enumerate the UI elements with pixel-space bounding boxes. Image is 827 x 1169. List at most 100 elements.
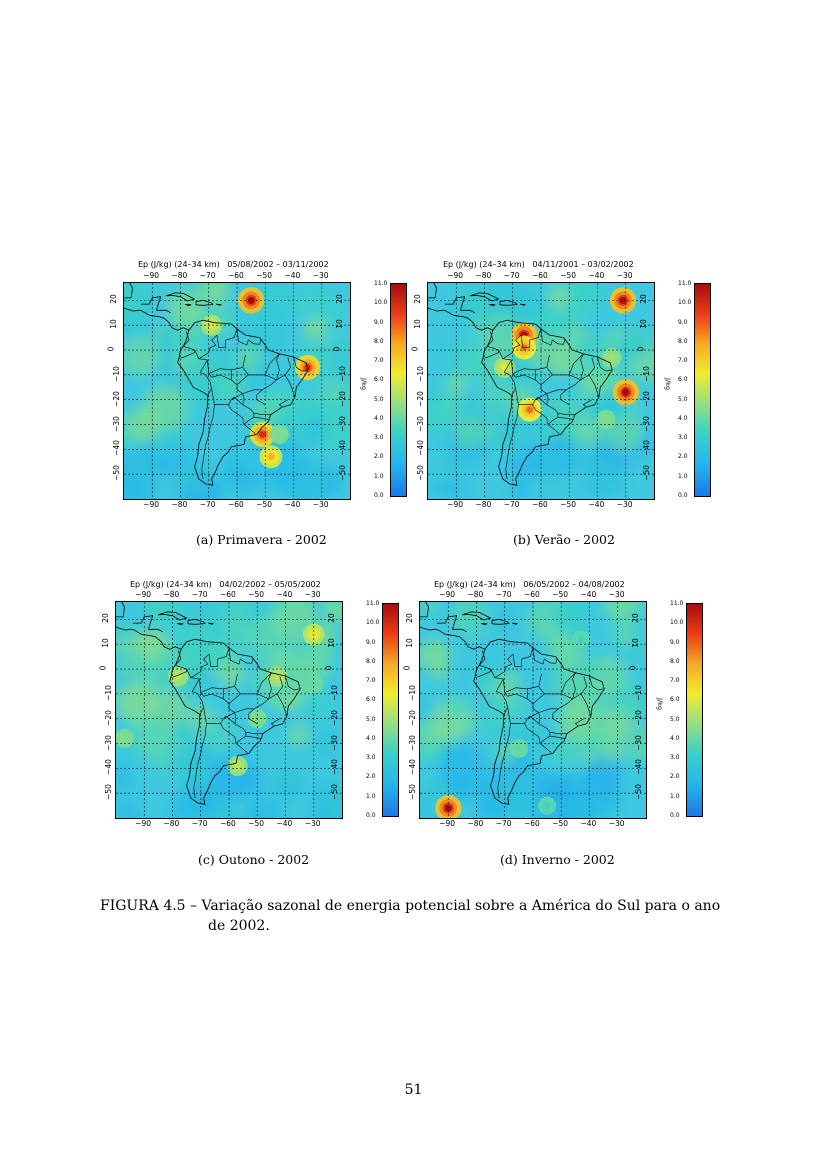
- energy-map: [427, 282, 655, 500]
- lat-tick-left: −40: [111, 440, 121, 457]
- lat-tick-right: −20: [329, 709, 339, 726]
- lon-tick-bottom: −60: [524, 819, 540, 828]
- subfigure-caption: (b) Verão - 2002: [513, 532, 615, 547]
- lon-tick-bottom: −30: [616, 500, 633, 509]
- lat-tick-left: 10: [108, 319, 118, 329]
- colorbar: [694, 283, 711, 497]
- page-number: 51: [404, 1082, 423, 1098]
- lon-tick-top: −60: [220, 590, 236, 599]
- map-canvas: [116, 602, 342, 818]
- colorbar-label: 8.0: [670, 657, 680, 665]
- lon-tick-top: −80: [171, 271, 188, 280]
- lon-tick-top: −70: [199, 271, 216, 280]
- colorbar-label: 4.0: [374, 414, 384, 422]
- map-canvas: [124, 283, 350, 499]
- lat-tick-left: −20: [407, 709, 417, 726]
- lat-tick-left: 20: [412, 294, 422, 305]
- figure-caption-line1: FIGURA 4.5 – Variação sazonal de energia…: [100, 898, 721, 914]
- lon-tick-bottom: −60: [228, 500, 244, 509]
- hotspot: [545, 803, 550, 808]
- lon-tick-top: −90: [135, 590, 152, 599]
- colorbar: [382, 603, 399, 817]
- colorbar-label: 0.0: [374, 492, 384, 499]
- coastlines: [420, 602, 605, 805]
- hotspot: [619, 296, 627, 304]
- lon-tick-bottom: −50: [248, 819, 265, 828]
- lon-tick-top: −30: [608, 590, 625, 599]
- colorbar-label: 0.0: [678, 492, 688, 499]
- graticule: [124, 283, 350, 499]
- lat-tick-right: −20: [337, 390, 347, 407]
- lon-tick-top: −40: [580, 590, 597, 599]
- coastlines: [428, 283, 613, 486]
- field-texture: [420, 602, 646, 818]
- colorbar: [390, 283, 407, 497]
- energy-map: [419, 601, 647, 819]
- hotspot: [516, 746, 522, 751]
- lat-tick-left: −20: [103, 709, 113, 726]
- lat-tick-right: −20: [633, 709, 643, 726]
- lat-tick-left: −20: [415, 390, 425, 407]
- colorbar-label: 5.0: [366, 715, 376, 723]
- colorbar-label: 8.0: [366, 657, 376, 665]
- lon-tick-bottom: −30: [608, 819, 625, 828]
- lon-tick-top: −60: [228, 271, 244, 280]
- lon-tick-top: −90: [447, 271, 464, 280]
- lat-tick-left: −30: [103, 734, 113, 751]
- country-borders: [475, 647, 604, 799]
- lon-tick-bottom: −80: [171, 500, 188, 509]
- map-canvas: [420, 602, 646, 818]
- colorbar-label: 0.0: [670, 812, 680, 819]
- lat-tick-right: −30: [337, 415, 347, 432]
- lon-tick-bottom: −40: [580, 819, 597, 828]
- lat-tick-right: −10: [337, 365, 347, 382]
- lon-tick-bottom: −40: [588, 500, 605, 509]
- lon-tick-bottom: −50: [560, 500, 577, 509]
- colorbar-label: 4.0: [670, 734, 680, 742]
- lat-tick-right: −30: [633, 734, 643, 751]
- colorbar-unit: J/kg: [664, 378, 672, 390]
- colorbar-label: 9.0: [366, 638, 376, 646]
- lon-tick-bottom: −90: [143, 500, 160, 509]
- lat-tick-right: −20: [641, 390, 651, 407]
- country-borders: [171, 647, 300, 799]
- lat-tick-right: −10: [633, 684, 643, 701]
- lat-tick-right: −50: [337, 465, 347, 482]
- hotspot: [122, 736, 127, 741]
- lat-tick-right: −50: [633, 784, 643, 801]
- lat-tick-right: 10: [334, 319, 344, 329]
- colorbar-unit: J/kg: [656, 698, 664, 710]
- lat-tick-left: 0: [402, 665, 412, 671]
- graticule: [428, 283, 654, 499]
- lat-tick-left: −10: [415, 365, 425, 382]
- lat-tick-left: −30: [415, 415, 425, 432]
- lat-tick-left: 20: [100, 613, 110, 624]
- lon-tick-bottom: −90: [135, 819, 152, 828]
- lon-tick-bottom: −90: [439, 819, 456, 828]
- lat-tick-right: 0: [628, 665, 638, 671]
- lat-tick-left: −40: [103, 759, 113, 776]
- lat-tick-left: 10: [404, 638, 414, 648]
- hotspot: [609, 355, 615, 360]
- panel-title: Ep (J/kg) (24–34 km) 04/02/2002 – 05/05/…: [130, 580, 321, 589]
- lat-tick-left: −30: [111, 415, 121, 432]
- lon-tick-top: −50: [552, 590, 569, 599]
- lon-tick-bottom: −40: [276, 819, 293, 828]
- lat-tick-right: 10: [326, 638, 336, 648]
- hotspot: [247, 296, 255, 304]
- map-canvas: [428, 283, 654, 499]
- lat-tick-left: 10: [412, 319, 422, 329]
- lat-tick-left: −40: [407, 759, 417, 776]
- lon-tick-top: −40: [276, 590, 293, 599]
- lon-tick-top: −80: [467, 590, 484, 599]
- lat-tick-right: −10: [329, 684, 339, 701]
- hotspot: [277, 432, 282, 437]
- lon-tick-bottom: −80: [163, 819, 180, 828]
- lon-tick-bottom: −60: [220, 819, 236, 828]
- lon-tick-top: −70: [495, 590, 512, 599]
- hotspot: [444, 804, 452, 812]
- colorbar-label: 1.0: [678, 472, 688, 480]
- colorbar-label: 5.0: [374, 395, 384, 403]
- colorbar-label: 1.0: [374, 472, 384, 480]
- coastlines: [116, 602, 301, 805]
